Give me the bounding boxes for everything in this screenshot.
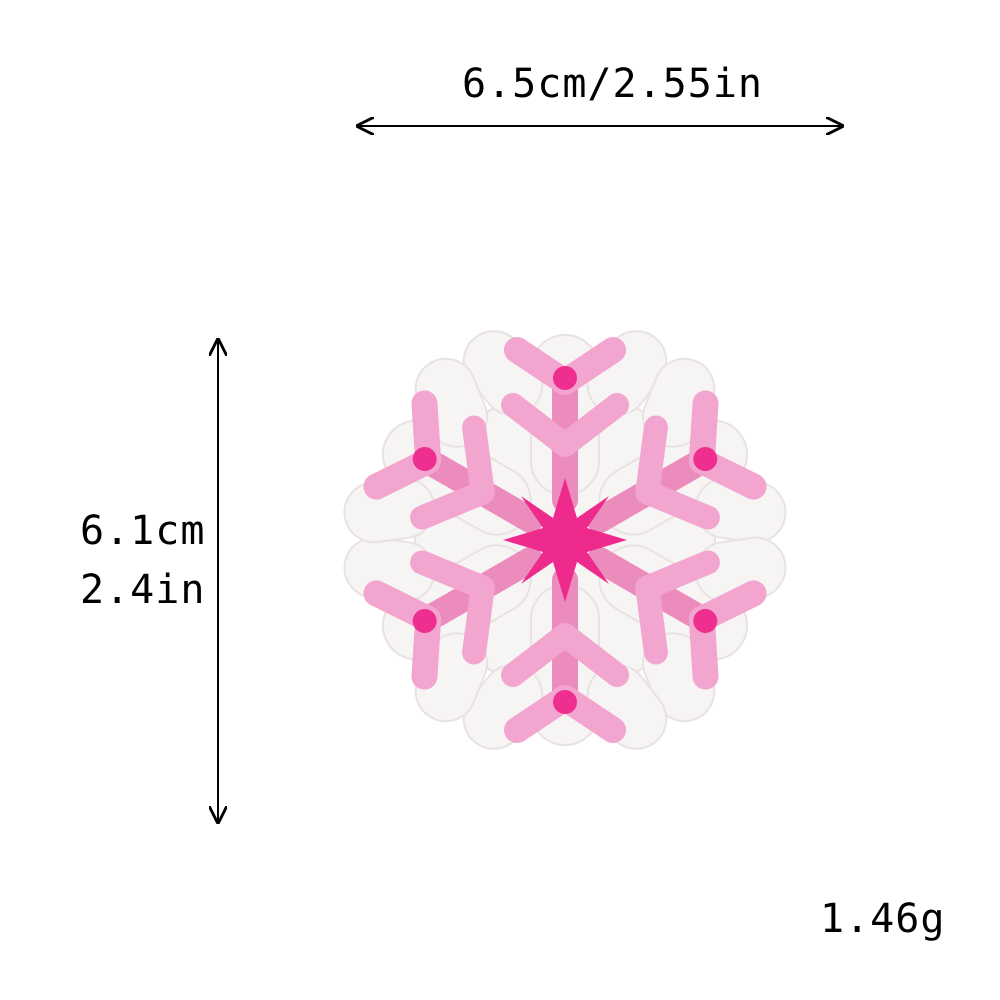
snowflake-patch [315,330,815,762]
center-star [503,478,627,602]
width-dimension-label: 6.5cm/2.55in [462,61,763,107]
snowflake-arms [374,337,755,730]
height-in-label: 2.4in [80,567,206,613]
weight-label: 1.46g [820,896,946,942]
height-cm-label: 6.1cm [80,508,206,554]
